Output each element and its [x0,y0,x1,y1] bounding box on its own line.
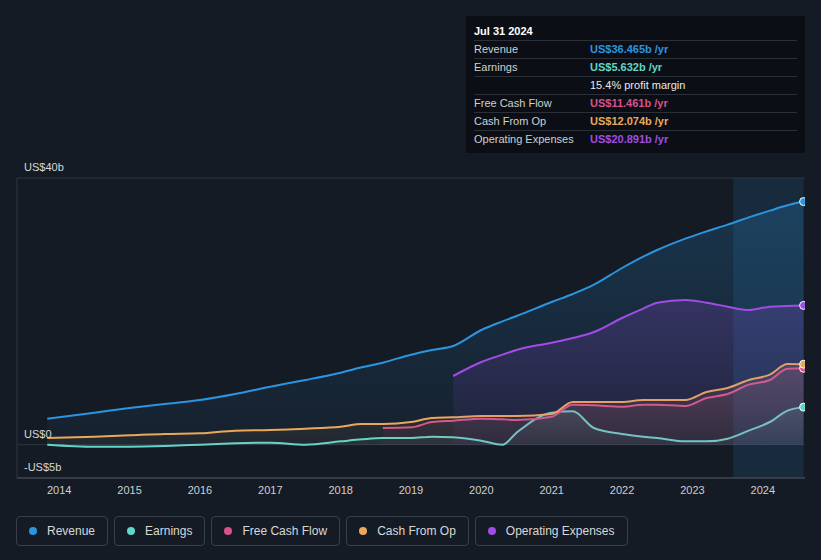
html-text:US$5.632b /yr: US$5.632b /yr [590,61,663,73]
html-text:Earnings: Earnings [145,524,193,538]
html-text:Revenue: Revenue [474,43,518,55]
svg-text:-US$5b: -US$5b [24,461,61,473]
html-text:US$20.891b /yr: US$20.891b /yr [590,133,669,145]
svg-text:2016: 2016 [188,484,212,496]
html-text:US$36.465b /yr: US$36.465b /yr [590,43,669,55]
html-text:Operating Expenses: Operating Expenses [474,133,574,145]
svg-text:US$40b: US$40b [24,161,64,173]
html-text:US$12.074b /yr: US$12.074b /yr [590,115,669,127]
svg-text:2019: 2019 [399,484,423,496]
svg-text:2015: 2015 [117,484,141,496]
html-text:Free Cash Flow: Free Cash Flow [242,524,328,538]
svg-text:2022: 2022 [610,484,634,496]
svg-text:2023: 2023 [680,484,704,496]
html-text:US$11.461b /yr: US$11.461b /yr [590,97,668,109]
svg-text:2018: 2018 [328,484,352,496]
html-text:Free Cash Flow: Free Cash Flow [474,97,552,109]
svg-text:2021: 2021 [539,484,563,496]
html-text:Cash From Op: Cash From Op [474,115,547,127]
svg-text:2017: 2017 [258,484,282,496]
html-text:Revenue: Revenue [47,524,95,538]
svg-text:2014: 2014 [47,484,71,496]
html-text:Jul 31 2024: Jul 31 2024 [474,25,533,37]
html-text:Earnings: Earnings [474,61,518,73]
html-text:Cash From Op: Cash From Op [377,524,456,538]
html-text:15.4% profit margin: 15.4% profit margin [590,79,686,91]
svg-text:US$0: US$0 [24,428,52,440]
html-text:Operating Expenses: Operating Expenses [505,524,615,538]
svg-text:2020: 2020 [469,484,493,496]
svg-text:2024: 2024 [751,484,775,496]
